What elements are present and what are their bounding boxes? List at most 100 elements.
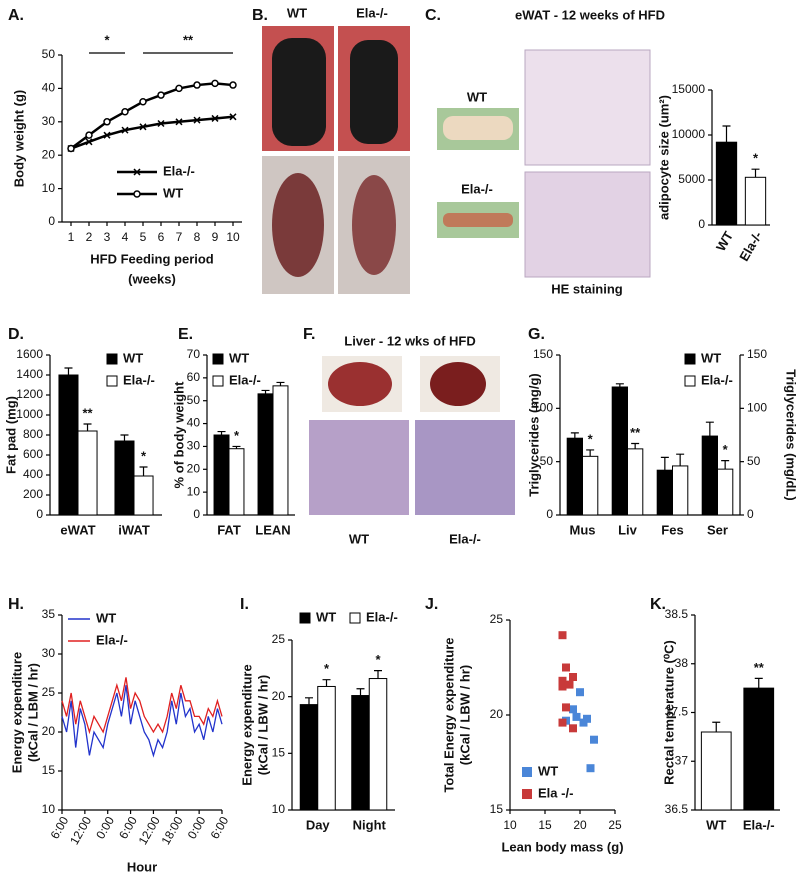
legend-label: Ela -/- bbox=[538, 785, 573, 800]
x-tick-label: 12:00 bbox=[67, 814, 94, 847]
error-bar bbox=[705, 421, 714, 437]
panel-label: A. bbox=[8, 7, 24, 24]
error-bar bbox=[139, 466, 148, 476]
error-bar bbox=[660, 456, 669, 471]
y-tick-label: 35 bbox=[42, 607, 56, 621]
error-bar bbox=[261, 389, 270, 394]
panel-label: C. bbox=[425, 7, 441, 24]
y-tick-label: 15 bbox=[272, 746, 286, 760]
y-tick-label: 20 bbox=[272, 689, 286, 703]
x-tick-label: WT bbox=[706, 817, 726, 832]
marker bbox=[121, 126, 129, 134]
point bbox=[558, 682, 567, 691]
x-axis-label: (weeks) bbox=[128, 271, 176, 286]
panel-title: Liver - 12 wks of HFD bbox=[344, 333, 475, 348]
point bbox=[590, 735, 598, 744]
x-tick-label: Night bbox=[353, 817, 387, 832]
point bbox=[565, 680, 574, 689]
significance: * bbox=[324, 661, 330, 676]
y-tick-label: 36.5 bbox=[665, 802, 689, 816]
photo bbox=[430, 362, 486, 406]
error-bar bbox=[217, 430, 226, 435]
bar bbox=[627, 448, 644, 516]
bar bbox=[717, 468, 734, 516]
error-bar bbox=[356, 688, 365, 696]
y-tick-label: 30 bbox=[187, 439, 201, 453]
legend-symbol bbox=[522, 767, 532, 777]
caption: HE staining bbox=[551, 281, 623, 296]
bar bbox=[317, 685, 336, 811]
legend-symbol bbox=[684, 353, 696, 365]
error-bar bbox=[322, 679, 331, 687]
marker bbox=[229, 81, 237, 89]
error-bar bbox=[754, 677, 763, 689]
marker bbox=[175, 84, 183, 93]
error-bar bbox=[64, 367, 73, 375]
line bbox=[61, 677, 223, 735]
y-tick-label: 10000 bbox=[672, 127, 706, 141]
point bbox=[586, 764, 595, 773]
y-axis-label: (kCal / LBW / hr) bbox=[255, 675, 270, 775]
legend-symbol bbox=[106, 353, 118, 365]
y-tick-label: 40 bbox=[187, 416, 201, 430]
marker bbox=[139, 123, 147, 131]
y-axis-label: (kCal / LBW / hr) bbox=[457, 665, 472, 765]
y-tick-label: 25 bbox=[272, 632, 286, 646]
bar bbox=[672, 465, 689, 516]
y-tick-label: 10 bbox=[42, 802, 56, 816]
error-bar bbox=[83, 423, 92, 431]
error-bar bbox=[712, 721, 721, 732]
y-tick-label: 0 bbox=[48, 214, 55, 228]
histology bbox=[415, 420, 515, 515]
panel-label: I. bbox=[240, 596, 249, 613]
histology bbox=[309, 420, 409, 515]
bar bbox=[77, 430, 98, 516]
significance: * bbox=[723, 442, 729, 457]
y2-tick-label: 100 bbox=[747, 401, 767, 415]
x-tick-label: FAT bbox=[217, 522, 241, 537]
y-tick-label: 10 bbox=[272, 802, 286, 816]
legend-label: Ela-/- bbox=[123, 372, 155, 387]
significance: * bbox=[104, 32, 110, 47]
marker bbox=[85, 131, 93, 139]
y-tick-label: 25 bbox=[42, 685, 56, 699]
y-tick-label: 600 bbox=[23, 447, 43, 461]
y-tick-label: 30 bbox=[42, 646, 56, 660]
y-axis-label: Body weight (g) bbox=[11, 90, 26, 188]
histology bbox=[524, 171, 651, 278]
y-tick-label: 20 bbox=[42, 147, 56, 161]
marker bbox=[85, 138, 93, 146]
significance: ** bbox=[630, 425, 641, 440]
x-tick-label: 15 bbox=[538, 818, 552, 832]
significance: ** bbox=[754, 660, 765, 675]
significance: * bbox=[141, 448, 147, 463]
caption: Ela-/- bbox=[449, 531, 481, 546]
x-tick-label: Ser bbox=[707, 522, 728, 537]
point bbox=[579, 718, 588, 727]
marker bbox=[121, 108, 129, 116]
x-axis-label: Lean body mass (g) bbox=[501, 839, 623, 854]
x-tick-label: eWAT bbox=[60, 522, 95, 537]
y-tick-label: 1000 bbox=[16, 407, 43, 421]
bar bbox=[133, 475, 154, 516]
y-tick-label: 1600 bbox=[16, 347, 43, 361]
error-bar bbox=[721, 460, 730, 470]
point bbox=[572, 712, 581, 721]
bar bbox=[351, 695, 370, 811]
x-tick-label: 1 bbox=[68, 230, 75, 244]
line bbox=[70, 115, 234, 150]
bar bbox=[58, 374, 79, 516]
y-tick-label: 100 bbox=[533, 401, 553, 415]
marker bbox=[175, 118, 183, 126]
significance: ** bbox=[183, 32, 194, 47]
x-tick-label: LEAN bbox=[255, 522, 290, 537]
point bbox=[558, 676, 567, 685]
y-axis-label: Triglycerides (mg/g) bbox=[526, 373, 541, 497]
y-tick-label: 800 bbox=[23, 427, 43, 441]
y-tick-label: 15 bbox=[490, 802, 504, 816]
bar bbox=[114, 440, 135, 516]
legend-symbol bbox=[133, 168, 141, 176]
photo bbox=[443, 116, 513, 140]
y-tick-label: 37.5 bbox=[665, 705, 689, 719]
